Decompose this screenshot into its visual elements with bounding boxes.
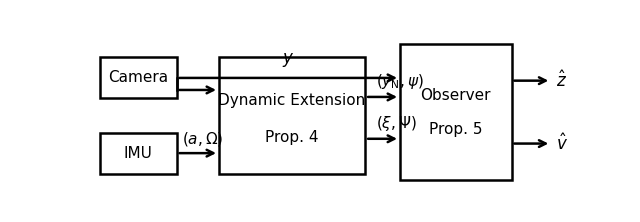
Text: $(a, \Omega)$: $(a, \Omega)$ [182, 130, 223, 148]
Text: $(\xi, \Psi)$: $(\xi, \Psi)$ [376, 114, 417, 133]
Text: Camera: Camera [108, 70, 168, 85]
Text: $\hat{v}$: $\hat{v}$ [556, 133, 568, 154]
Bar [100, 57, 177, 98]
Text: Prop. 5: Prop. 5 [429, 122, 483, 137]
Text: $\hat{z}$: $\hat{z}$ [556, 70, 567, 91]
Bar [400, 44, 511, 180]
Bar [219, 57, 365, 174]
Text: Dynamic Extension: Dynamic Extension [218, 93, 365, 108]
Text: IMU: IMU [124, 146, 153, 161]
Text: Observer: Observer [420, 87, 491, 103]
Text: Prop. 4: Prop. 4 [266, 130, 319, 145]
Text: $y$: $y$ [282, 51, 294, 69]
Text: $(y_{\mathrm{N}}, \psi)$: $(y_{\mathrm{N}}, \psi)$ [376, 72, 424, 91]
Bar [100, 133, 177, 174]
